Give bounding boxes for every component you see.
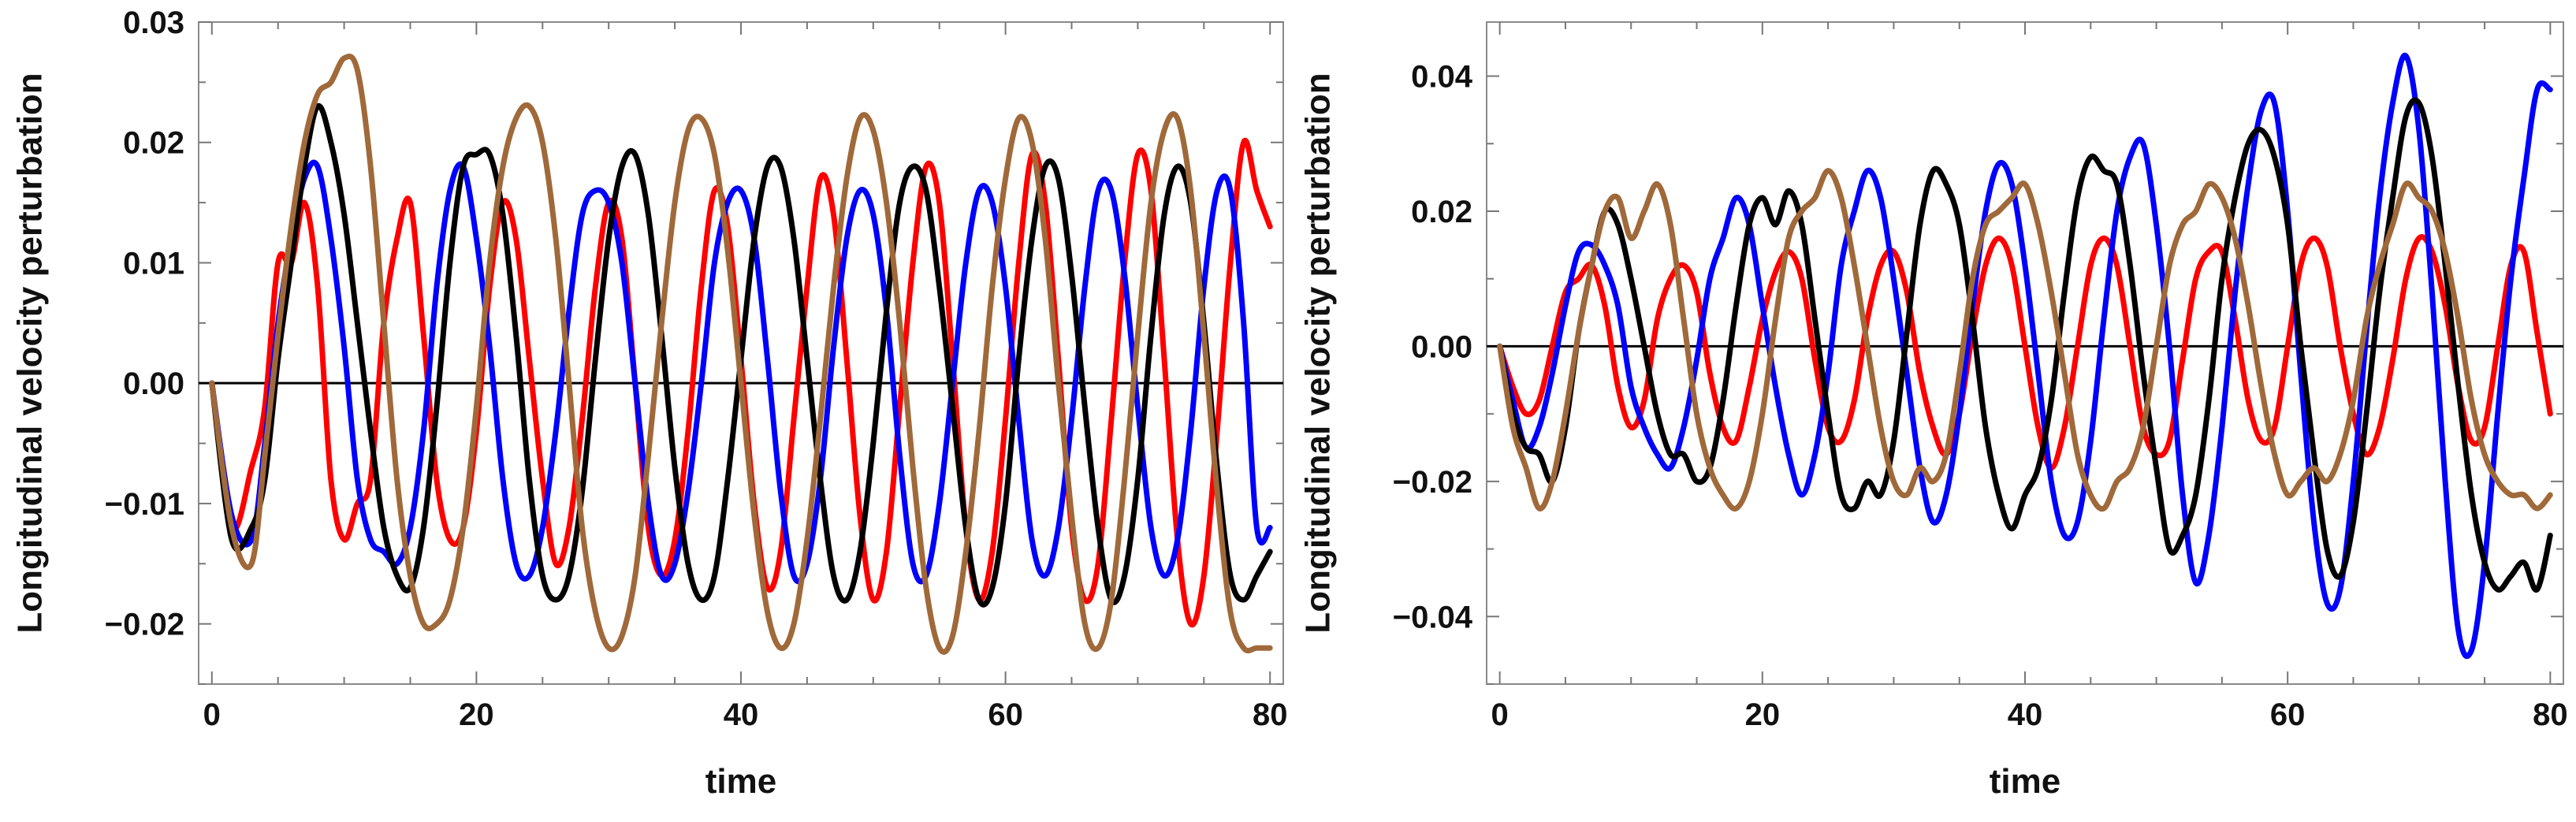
y-tick-label: 0.04 <box>1411 60 1473 95</box>
y-tick-label: 0.00 <box>1411 329 1472 364</box>
y-tick-label: 0.02 <box>123 126 184 161</box>
y-tick-label: 0.03 <box>123 6 184 40</box>
y-tick-label: 0.00 <box>123 366 184 401</box>
series-line-red <box>1497 234 2553 471</box>
y-axis-label: Longitudinal velocity perturbation <box>11 73 50 633</box>
x-tick-label: 20 <box>1745 697 1781 732</box>
x-axis-label: time <box>705 762 776 801</box>
x-tick-label: 40 <box>724 697 759 732</box>
y-tick-label: −0.04 <box>1393 600 1473 634</box>
y-axis-label: Longitudinal velocity perturbation <box>1299 73 1338 633</box>
x-tick-label: 0 <box>203 697 221 732</box>
y-tick-label: −0.02 <box>1393 465 1472 500</box>
series-line-brown <box>209 54 1273 655</box>
series-line-black <box>209 102 1273 608</box>
x-tick-label: 40 <box>2008 697 2043 732</box>
y-tick-label: 0.02 <box>1411 195 1472 229</box>
y-tick-label: −0.01 <box>105 487 184 522</box>
x-tick-label: 60 <box>2270 697 2306 732</box>
series-line-brown <box>1497 168 2553 512</box>
x-tick-label: 0 <box>1491 697 1509 732</box>
series-line-black <box>1497 97 2553 593</box>
x-tick-label: 20 <box>459 697 494 732</box>
x-tick-label: 80 <box>1253 697 1288 732</box>
series-line-blue <box>1497 52 2553 660</box>
x-axis-label: time <box>1990 762 2060 801</box>
right-plot: 0 20 40 60 80 −0.04 −0.02 0.00 0.02 0.04 time Longi… <box>1299 21 2568 801</box>
y-tick-label: 0.01 <box>123 246 184 281</box>
series-line-blue <box>209 159 1273 585</box>
y-tick-label: −0.02 <box>105 608 184 642</box>
left-plot: 0 20 40 60 80 −0.02 −0.01 0.00 0.01 0.02 0.03 time L… <box>11 6 1288 801</box>
x-tick-label: 80 <box>2533 697 2568 732</box>
x-tick-label: 60 <box>988 697 1023 732</box>
